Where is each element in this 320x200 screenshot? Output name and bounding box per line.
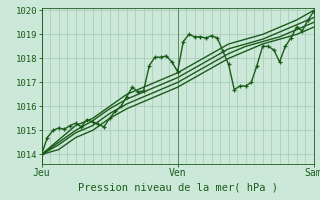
X-axis label: Pression niveau de la mer( hPa ): Pression niveau de la mer( hPa ) [77, 182, 278, 192]
